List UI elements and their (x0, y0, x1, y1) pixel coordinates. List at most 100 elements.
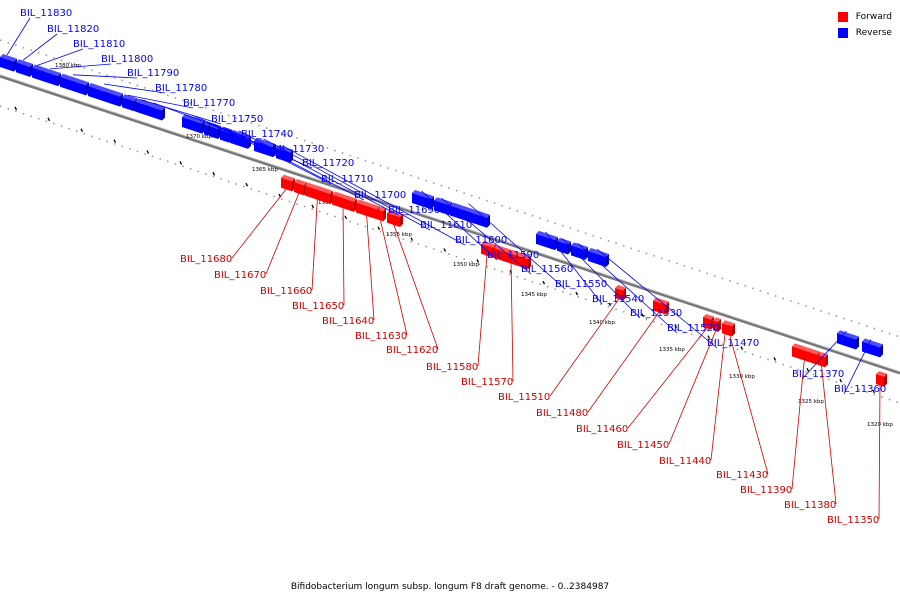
gene-bil-11540 (536, 230, 558, 251)
gene-leader-line (231, 188, 287, 259)
gene-leader-line (49, 63, 112, 70)
scale-tick-mark (80, 128, 84, 133)
scale-tick-mark (872, 389, 876, 394)
gene-bil-11780 (88, 83, 123, 107)
gene-label: BIL_11390 (740, 485, 792, 496)
gene-label: BIL_11660 (260, 286, 312, 297)
gene-label: BIL_11470 (707, 338, 759, 349)
gene-label: BIL_11480 (536, 408, 588, 419)
gene-bil-11460 (703, 313, 714, 330)
gene-bil-11510 (615, 284, 626, 301)
legend-forward: Forward (837, 9, 892, 25)
scale-tick-mark (641, 313, 645, 318)
scale-tick-mark (575, 291, 579, 296)
gene-bil-11370 (837, 330, 859, 350)
gene-leader-line (843, 339, 872, 395)
gene-leader-line (311, 196, 318, 291)
forward-swatch (837, 12, 848, 22)
scale-tick-mark (311, 204, 315, 209)
gene-label: BIL_11640 (322, 316, 374, 327)
gene-leader-line (577, 243, 678, 334)
gene-label: BIL_11620 (386, 345, 438, 356)
backbone-line (0, 74, 900, 375)
genome-caption: Bifidobacterium longum subsp. longum F8 … (290, 582, 610, 592)
scale-tick-label: 1370 kbp (186, 134, 212, 140)
rev-guide-dots (0, 39, 900, 338)
gene-label: BIL_11370 (792, 369, 844, 380)
fwd-guide-dots (0, 105, 900, 404)
gene-label: BIL_11710 (321, 174, 373, 185)
gene-bil-11740 (146, 102, 165, 121)
gene-label: BIL_11570 (461, 377, 513, 388)
scale-tick-label: 1320 kbp (867, 422, 893, 428)
gene-label: BIL_11810 (73, 39, 125, 50)
gene-label: BIL_11510 (498, 392, 550, 403)
scale-tick-mark (377, 226, 381, 231)
gene-leader-line (22, 33, 58, 61)
genome-backbone (0, 39, 900, 404)
scale-tick-mark (542, 280, 546, 285)
gene-leader-line (791, 357, 805, 490)
gene-leader-line (421, 190, 498, 261)
gene-bil-11800 (42, 67, 61, 87)
gene-label: BIL_11380 (784, 500, 836, 511)
scale-tick-label: 1330 kbp (729, 374, 755, 380)
scale-tick-mark (443, 248, 447, 252)
gene-label: BIL_11550 (555, 279, 607, 290)
gene-leader-line (441, 197, 532, 275)
gene-label: BIL_11730 (272, 144, 324, 155)
gene-leader-line (103, 83, 166, 94)
scale-tick-label: 1345 kbp (521, 292, 547, 298)
gene-leader-line (710, 334, 726, 461)
reverse-swatch (837, 28, 848, 38)
scale-tick-label: 1380 kbp (55, 63, 81, 69)
scale-tick-mark (674, 324, 678, 329)
scale-tick-mark (344, 215, 348, 220)
gene-leader-line (821, 365, 837, 505)
legend-reverse-label: Reverse (855, 28, 892, 38)
scale-tick-label: 1335 kbp (659, 347, 685, 353)
gene-label: BIL_11720 (302, 158, 354, 169)
scale-tick-label: 1355 kbp (386, 232, 412, 238)
gene-label: BIL_11430 (716, 470, 768, 481)
scale-tick-mark (740, 346, 744, 350)
scale-tick-label: 1350 kbp (453, 262, 479, 268)
gene-label: BIL_11770 (183, 98, 235, 109)
gene-label: BIL_11780 (155, 83, 207, 94)
gene-leader-line (265, 192, 300, 275)
scale-tick-label: 1360 kbp (318, 200, 344, 206)
gene-leader-line (224, 127, 365, 201)
strand-legend: Forward Reverse (837, 9, 892, 41)
scale-tick-mark (14, 106, 18, 111)
gene-label: BIL_11540 (592, 294, 644, 305)
gene-bil-11830 (0, 54, 17, 72)
gene-leader-line (801, 330, 847, 380)
gene-leader-line (393, 223, 439, 350)
gene-leader-line (627, 327, 708, 429)
scale-tick-mark (245, 182, 249, 187)
gene-leader-line (545, 231, 603, 305)
gene-leader-line (596, 248, 718, 349)
gene-leader-line (282, 145, 466, 246)
gene-label: BIL_11650 (292, 301, 344, 312)
gene-label: BIL_11820 (47, 24, 99, 35)
scale-tick-mark (179, 161, 183, 165)
gene-label: BIL_11630 (355, 331, 407, 342)
scale-tick-mark (212, 171, 216, 176)
gene-label: BIL_11680 (180, 254, 232, 265)
gene-bil-11730 (182, 114, 205, 134)
gene-bil-11640 (356, 199, 380, 220)
gene-leader-line (510, 259, 514, 382)
scale-tick-mark (113, 139, 117, 143)
scale-tick-mark (146, 150, 150, 154)
gene-bil-11680 (281, 174, 295, 192)
gene-label: BIL_11800 (101, 54, 153, 65)
gene-bil-11380 (818, 351, 828, 368)
gene-leader-line (127, 94, 194, 109)
gene-label: BIL_11450 (617, 440, 669, 451)
scale-tick-mark (476, 259, 480, 263)
legend-reverse: Reverse (837, 25, 892, 41)
gene-leader-line (468, 203, 566, 290)
gene-bil-11790 (60, 73, 89, 96)
